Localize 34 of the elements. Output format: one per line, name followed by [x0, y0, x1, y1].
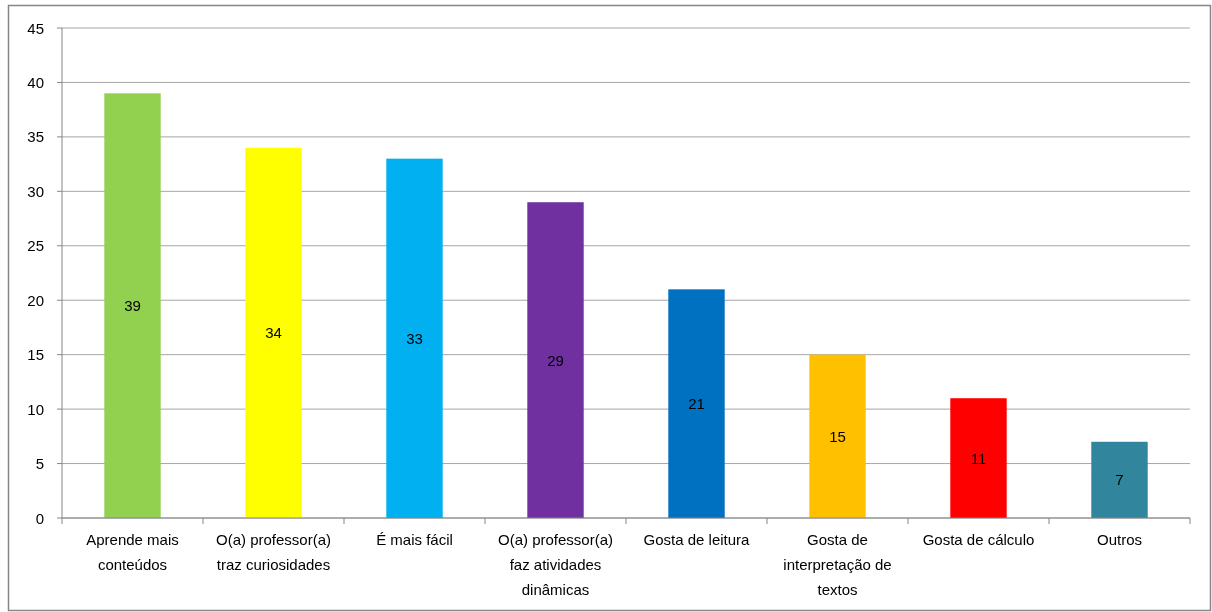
bar [809, 354, 866, 518]
data-label: 7 [1115, 471, 1124, 489]
x-tick-label: O(a) professor(a) faz atividades dinâmicas [497, 531, 614, 598]
bar [1091, 441, 1148, 518]
bar [950, 398, 1007, 518]
y-tick-label: 0 [35, 509, 44, 527]
bar [668, 289, 725, 518]
y-tick-label: 35 [27, 128, 44, 146]
data-label: 39 [124, 297, 141, 315]
x-tick-label: O(a) professor(a) traz curiosidades [215, 531, 332, 573]
y-tick-label: 5 [35, 455, 44, 473]
data-label: 29 [547, 351, 564, 369]
data-label: 11 [970, 449, 987, 467]
bar [104, 93, 161, 518]
x-tick-label: Gosta de leitura [643, 531, 751, 548]
bar [245, 147, 302, 518]
y-tick-label: 15 [27, 346, 44, 364]
bar [527, 202, 584, 518]
y-tick-label: 20 [27, 291, 44, 309]
x-tick-label: Outros [1096, 531, 1143, 548]
y-tick-label: 10 [27, 400, 44, 418]
y-tick-label: 25 [27, 237, 44, 255]
x-tick-label: Gosta de cálculo [922, 531, 1035, 548]
y-tick-label: 40 [27, 73, 44, 91]
y-tick-label: 45 [27, 19, 44, 37]
x-tick-label: Gosta de interpretação de textos [783, 531, 892, 598]
x-tick-label: Aprende mais conteúdos [86, 531, 179, 573]
y-tick-label: 30 [27, 182, 44, 200]
data-label: 33 [406, 329, 423, 347]
x-tick-label: É mais fácil [376, 531, 453, 548]
data-label: 34 [265, 324, 282, 342]
data-label: 21 [688, 395, 705, 413]
data-label: 15 [829, 427, 846, 445]
bar [386, 158, 443, 518]
